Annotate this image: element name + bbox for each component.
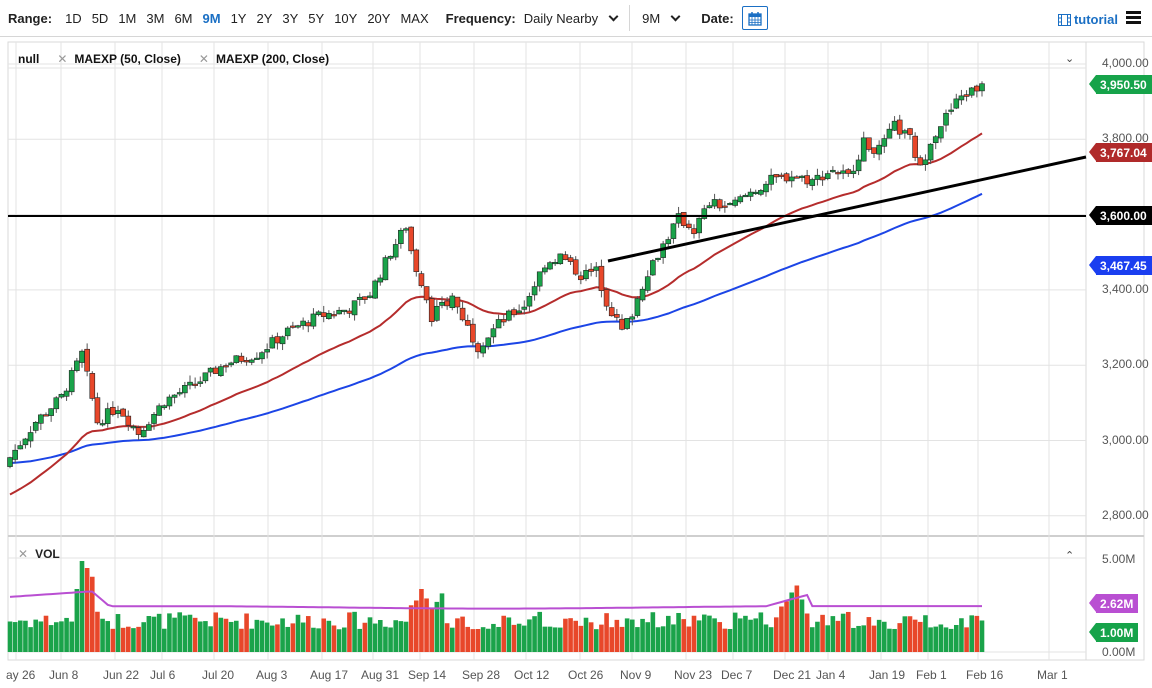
tutorial-label: tutorial: [1073, 12, 1118, 27]
time-tick-label: Jan 4: [816, 668, 846, 682]
time-tick-label: Nov 9: [620, 668, 652, 682]
legend-label: null: [18, 52, 40, 66]
volume-tick-label: 5.00M: [1102, 552, 1136, 566]
frequency-label: Frequency:: [445, 10, 516, 26]
trendline: [607, 155, 1087, 263]
range-2y[interactable]: 2Y: [256, 10, 273, 26]
range-max[interactable]: MAX: [400, 10, 429, 26]
price-tick-label: 3,400.00: [1102, 281, 1149, 296]
volume-last-tag: 1.00M: [1088, 623, 1139, 642]
volume-tick-label: 0.00M: [1102, 645, 1136, 659]
legend-label: MAEXP (50, Close): [74, 52, 181, 66]
level-value-tag: 3,600.00: [1089, 206, 1152, 225]
time-tick-label: Jul 20: [202, 668, 235, 682]
price-tick-label: 3,000.00: [1102, 432, 1149, 447]
range-1d[interactable]: 1D: [65, 10, 82, 26]
chart-grid: [7, 41, 1145, 661]
last-price-tag: 3,950.50: [1089, 75, 1152, 94]
calendar-button[interactable]: [741, 6, 768, 30]
time-tick-label: Sep 14: [408, 668, 447, 682]
ma200-line: [9, 192, 983, 464]
time-tick-label: ay 26: [6, 668, 36, 682]
time-tick-label: Dec 21: [773, 668, 812, 682]
range-6m[interactable]: 6M: [174, 10, 193, 26]
legend-label: MAEXP (200, Close): [215, 52, 330, 66]
frequency-dropdown[interactable]: Daily Nearby: [523, 10, 619, 26]
time-tick-label: Jan 19: [869, 668, 906, 682]
ma200-value-tag: 3,467.45: [1089, 256, 1152, 275]
tutorial-link[interactable]: tutorial: [1057, 12, 1118, 27]
time-tick-label: Aug 3: [256, 668, 288, 682]
ma50-line: [9, 132, 983, 496]
legend-item: ✕ MAEXP (50, Close): [57, 52, 181, 66]
close-icon[interactable]: ✕: [18, 547, 29, 561]
range-20y[interactable]: 20Y: [367, 10, 391, 26]
volume-bars: [7, 561, 985, 652]
time-tick-label: Dec 7: [721, 668, 753, 682]
time-tick-label: Feb 1: [916, 668, 947, 682]
volume-ma-tag: 2.62M: [1088, 594, 1139, 613]
range-3m[interactable]: 3M: [146, 10, 165, 26]
range-selector: Range: 1D 5D 1M 3M 6M 9M 1Y 2Y 3Y 5Y 10Y 20Y MAX: [8, 11, 434, 26]
volume-legend: ✕ VOL: [18, 547, 60, 561]
volume-ma-line: [9, 590, 982, 610]
span-dropdown[interactable]: 9M: [642, 10, 681, 26]
chart-legend: null ✕ MAEXP (50, Close) ✕ MAEXP (200, Close…: [18, 52, 347, 66]
volume-label: VOL: [35, 547, 60, 561]
range-label: Range:: [8, 10, 53, 26]
time-tick-label: Mar 1: [1037, 668, 1068, 682]
frequency-value: Daily Nearby: [523, 10, 599, 26]
time-tick-label: Sep 28: [462, 668, 501, 682]
price-tick-label: 2,800.00: [1102, 507, 1149, 522]
time-tick-label: Aug 17: [310, 668, 349, 682]
candlesticks: [7, 81, 985, 469]
price-tick-label: 3,200.00: [1102, 357, 1149, 372]
date-picker: Date:: [701, 6, 768, 30]
time-tick-label: Nov 23: [674, 668, 713, 682]
price-tick-label: 3,800.00: [1102, 131, 1149, 146]
range-9m[interactable]: 9M: [202, 10, 221, 26]
range-10y[interactable]: 10Y: [334, 10, 358, 26]
time-tick-label: Jul 6: [150, 668, 176, 682]
range-1y[interactable]: 1Y: [230, 10, 247, 26]
ma50-value-tag: 3,767.04: [1089, 143, 1152, 162]
time-tick-label: Jun 8: [49, 668, 79, 682]
time-tick-label: Jun 22: [103, 668, 140, 682]
time-tick-label: Feb 16: [966, 668, 1004, 682]
range-5d[interactable]: 5D: [91, 10, 109, 26]
film-icon: [1057, 13, 1071, 26]
range-5y[interactable]: 5Y: [308, 10, 325, 26]
close-icon[interactable]: ✕: [57, 52, 68, 66]
span-value: 9M: [642, 10, 661, 26]
time-tick-label: Oct 26: [568, 668, 604, 682]
expand-pane-chevron-icon[interactable]: ⌃: [1065, 550, 1075, 562]
price-tick-label: 4,000.00: [1102, 56, 1149, 70]
legend-item: null: [18, 52, 39, 66]
hamburger-menu-icon[interactable]: [1126, 11, 1141, 24]
close-icon[interactable]: ✕: [198, 52, 209, 66]
legend-item: ✕ MAEXP (200, Close): [199, 52, 329, 66]
range-3y[interactable]: 3Y: [282, 10, 299, 26]
frequency-selector: Frequency: Daily Nearby: [445, 10, 619, 26]
collapse-pane-chevron-icon[interactable]: ⌄: [1065, 53, 1075, 65]
range-1m[interactable]: 1M: [118, 10, 137, 26]
chart-toolbar: Range: 1D 5D 1M 3M 6M 9M 1Y 2Y 3Y 5Y 10Y 20Y MAX Fre…: [0, 0, 1152, 37]
toolbar-divider: [629, 5, 631, 31]
date-label: Date:: [701, 10, 734, 26]
time-tick-label: Aug 31: [361, 668, 400, 682]
time-tick-label: Oct 12: [514, 668, 550, 682]
calendar-icon: [748, 11, 762, 26]
